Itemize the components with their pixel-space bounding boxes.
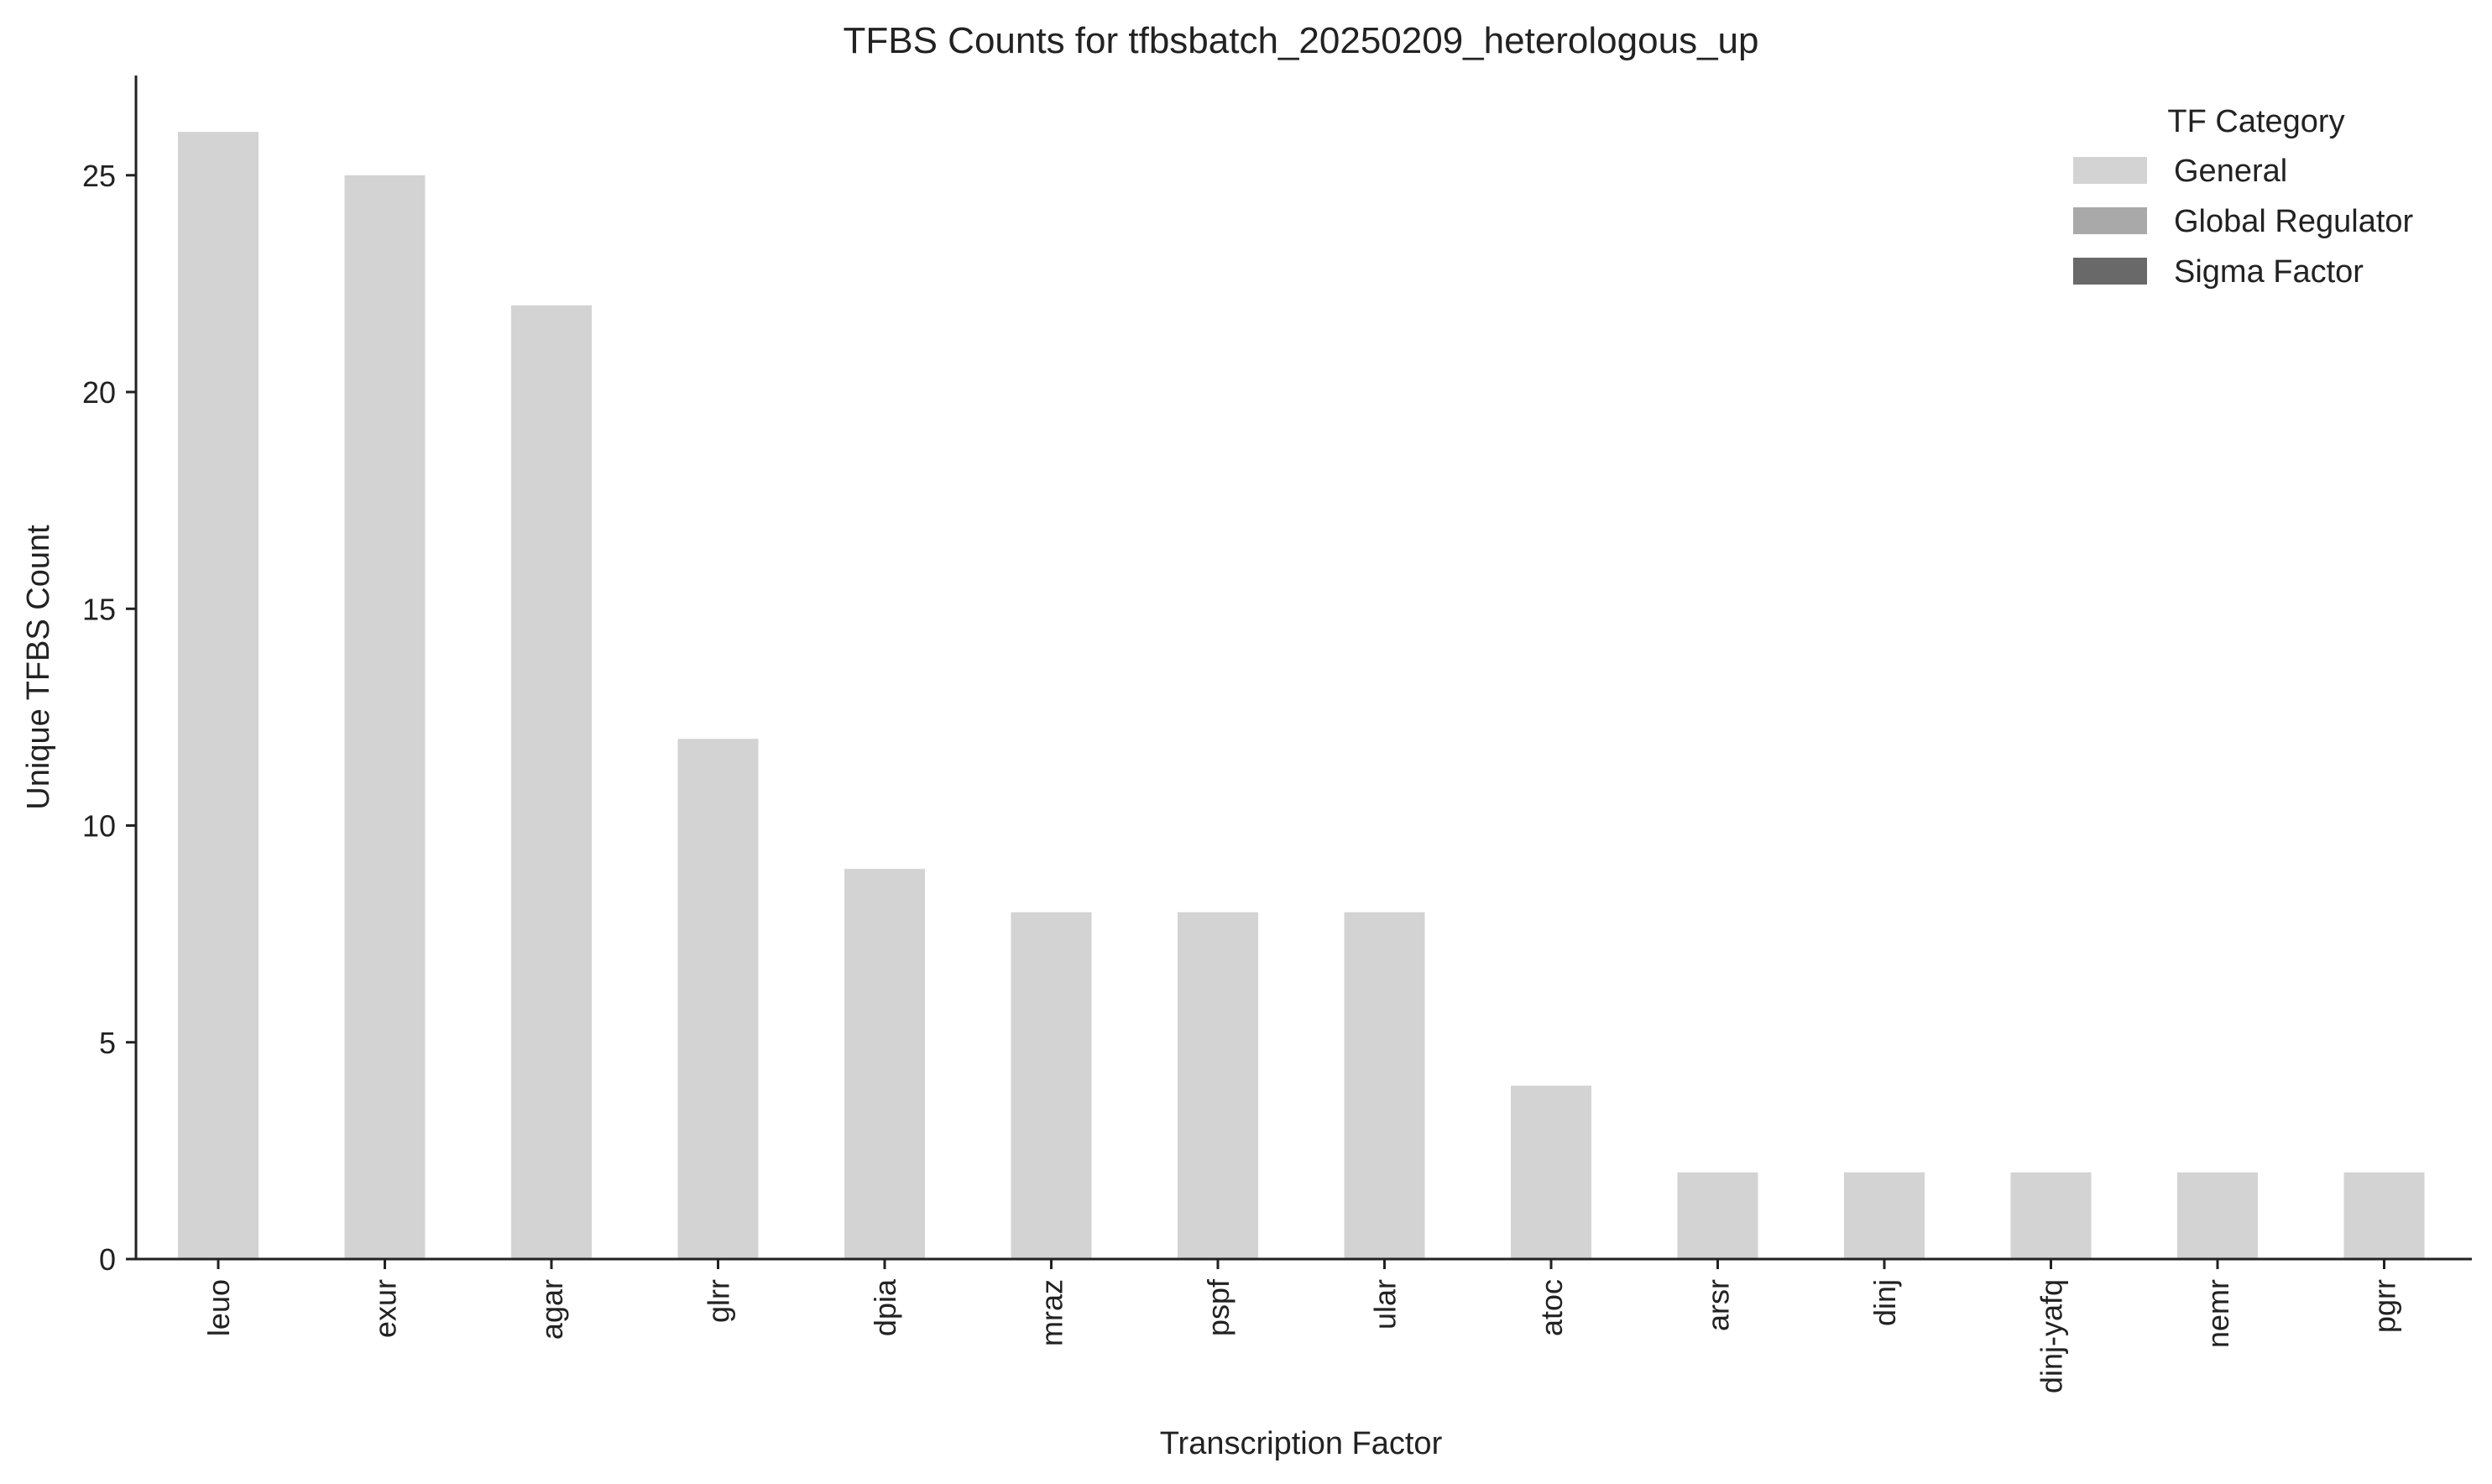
x-tick-label: dinj-yafq <box>2035 1279 2069 1393</box>
bar-atoc <box>1511 1085 1591 1259</box>
x-tick-label: ular <box>1368 1279 1403 1330</box>
legend-label: General <box>2174 154 2287 189</box>
legend-title: TF Category <box>2167 104 2344 139</box>
legend: TF Category General Global Regulator Sigma… <box>2073 104 2414 290</box>
bar-dinj-yafq <box>2010 1172 2092 1259</box>
y-tick-label: 10 <box>82 809 116 844</box>
bar-agar <box>511 305 592 1259</box>
x-tick-label: dpia <box>868 1278 902 1336</box>
bar-dinj <box>1844 1172 1925 1259</box>
x-axis-label: Transcription Factor <box>1160 1426 1443 1461</box>
y-tick-label: 0 <box>99 1242 116 1277</box>
x-tick-label: exur <box>368 1279 403 1338</box>
bar-pgrr <box>2343 1172 2425 1259</box>
bar-dpia <box>844 869 925 1259</box>
legend-label: Global Regulator <box>2174 204 2414 239</box>
y-tick-label: 5 <box>99 1026 116 1060</box>
y-axis-label: Unique TFBS Count <box>21 525 56 810</box>
bar-mraz <box>1011 912 1092 1259</box>
bars-layer <box>178 132 2425 1260</box>
x-tick-label: pgrr <box>2368 1279 2402 1333</box>
bar-nemr <box>2177 1172 2258 1259</box>
bar-glrr <box>677 739 759 1259</box>
legend-label: Sigma Factor <box>2174 254 2364 290</box>
y-tick-label: 20 <box>82 375 116 410</box>
x-tick-label: mraz <box>1035 1279 1069 1346</box>
y-tick-label: 25 <box>82 159 116 193</box>
y-tick-label: 15 <box>82 592 116 626</box>
x-tick-label: arsr <box>1701 1279 1736 1331</box>
x-tick-label: leuo <box>201 1279 236 1336</box>
legend-swatch <box>2073 207 2147 234</box>
x-tick-label: nemr <box>2201 1279 2235 1348</box>
legend-swatch <box>2073 157 2147 184</box>
legend-entries: General Global Regulator Sigma Factor <box>2073 154 2414 290</box>
legend-swatch <box>2073 258 2147 285</box>
y-ticks-layer: 0 5 10 15 20 25 <box>82 159 136 1277</box>
bar-pspf <box>1178 912 1258 1259</box>
x-tick-label: dinj <box>1868 1279 1902 1326</box>
x-tick-label: pspf <box>1201 1278 1236 1336</box>
x-tick-label: agar <box>535 1279 569 1340</box>
x-tick-label: atoc <box>1534 1279 1569 1336</box>
bar-leuo <box>178 132 259 1260</box>
x-ticks-layer: leuo exur agar glrr dpia mraz pspf ular atoc arsr… <box>201 1259 2402 1393</box>
bar-arsr <box>1677 1172 1758 1259</box>
chart-title: TFBS Counts for tfbsbatch_20250209_heter… <box>844 20 1759 61</box>
x-tick-label: glrr <box>702 1279 736 1323</box>
bar-exur <box>344 175 426 1259</box>
bar-ular <box>1344 912 1425 1259</box>
